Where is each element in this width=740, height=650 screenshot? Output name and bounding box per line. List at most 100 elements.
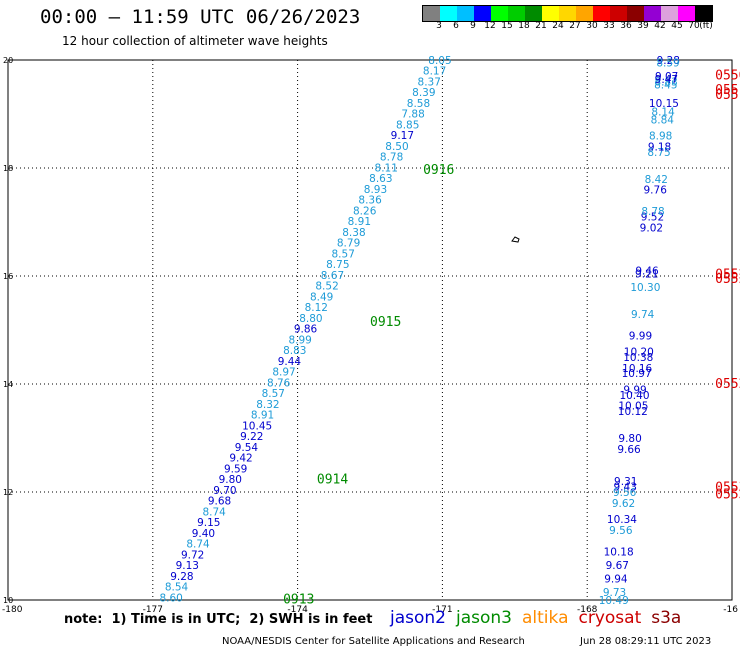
swh-value-label: 9.28 xyxy=(170,571,193,583)
swh-value-label: 9.94 xyxy=(604,573,628,585)
x-tick-label: -174 xyxy=(287,605,308,615)
cryosat-time-label: 0553 xyxy=(715,488,740,503)
colorbar-swatch xyxy=(491,6,508,21)
swh-value-label: 9.42 xyxy=(229,453,252,465)
swh-value-label: 9.02 xyxy=(640,222,663,234)
cryosat-time-label: 0551 xyxy=(715,83,740,98)
x-tick-label: -180 xyxy=(2,605,23,615)
swh-value-label: 9.54 xyxy=(235,442,259,454)
colorbar-swatch xyxy=(440,6,457,21)
swh-value-label: 9.46 xyxy=(635,266,659,278)
colorbar-swatch xyxy=(695,6,712,21)
swh-value-label: 8.83 xyxy=(654,77,677,89)
colorbar-swatch xyxy=(474,6,491,21)
colorbar-label: 45 xyxy=(671,21,683,31)
swh-value-label: 8.60 xyxy=(159,592,182,604)
swh-value-label: 8.05 xyxy=(428,55,451,67)
swh-value-label: 9.72 xyxy=(181,549,204,561)
colorbar-label: 70 xyxy=(688,21,700,31)
legend-item-altika: altika xyxy=(522,608,569,628)
swh-value-label: 8.59 xyxy=(656,58,679,70)
plot-frame xyxy=(7,59,733,601)
cryosat-time-label: 0551 xyxy=(715,88,740,103)
pass-time-label: 0913 xyxy=(283,592,314,607)
colorbar-swatch xyxy=(610,6,627,21)
swh-value-label: 9.74 xyxy=(631,309,655,321)
swh-value-label: 10.30 xyxy=(630,282,660,294)
swh-value-label: 8.97 xyxy=(272,367,295,379)
colorbar-label: 15 xyxy=(501,21,513,31)
colorbar-label: 30 xyxy=(586,21,598,31)
swh-value-label: 8.26 xyxy=(353,205,377,217)
swh-value-label: 8.67 xyxy=(321,270,344,282)
colorbar-label: 42 xyxy=(654,21,666,31)
swh-value-label: 8.50 xyxy=(385,141,408,153)
colorbar-swatch xyxy=(644,6,661,21)
swh-value-label: 10.38 xyxy=(623,352,653,364)
swh-value-label: 9.17 xyxy=(391,130,414,142)
swh-value-label: 9.31 xyxy=(614,476,637,488)
swh-value-label: 9.80 xyxy=(618,433,641,445)
swh-value-label: 10.16 xyxy=(622,363,652,375)
swh-value-label: 8.83 xyxy=(283,345,306,357)
colorbar-label: 9 xyxy=(470,21,476,31)
swh-value-label: 8.79 xyxy=(337,238,360,250)
legend-item-s3a: s3a xyxy=(651,608,682,628)
swh-value-label: 8.74 xyxy=(186,539,210,551)
colorbar-label: 39 xyxy=(637,21,649,31)
units-note: note: 1) Time is in UTC; 2) SWH is in fe… xyxy=(64,612,373,627)
y-tick-label: 12 xyxy=(3,488,13,497)
y-tick-label: 18 xyxy=(3,164,13,173)
swh-value-label: 10.15 xyxy=(649,98,679,110)
colorbar-swatch xyxy=(661,6,678,21)
swh-value-label: 8.98 xyxy=(649,131,672,143)
swh-value-label: 9.59 xyxy=(224,463,247,475)
swh-value-label: 8.74 xyxy=(202,506,226,518)
y-tick-label: 16 xyxy=(3,272,13,281)
swh-value-label: 8.57 xyxy=(332,248,355,260)
swh-value-label: 10.49 xyxy=(599,595,629,607)
swh-value-label: 9.18 xyxy=(648,141,671,153)
swh-value-label: 9.22 xyxy=(240,431,263,443)
swh-value-label: 8.75 xyxy=(326,259,349,271)
colorbar-swatch xyxy=(627,6,644,21)
cryosat-time-label: 0552 xyxy=(715,377,740,392)
swh-value-label: 8.38 xyxy=(342,227,365,239)
swh-value-label: 8.45 xyxy=(654,79,677,91)
colorbar-label: 36 xyxy=(620,21,632,31)
x-tick-label: -16 xyxy=(723,605,738,615)
swh-value-label: 9.40 xyxy=(192,528,215,540)
colorbar-swatch xyxy=(559,6,576,21)
swh-value-label: 8.32 xyxy=(256,399,279,411)
swh-value-label: 8.63 xyxy=(369,173,392,185)
swh-value-label: 9.76 xyxy=(644,185,668,197)
swh-value-label: 8.42 xyxy=(645,174,668,186)
swh-value-label: 9.15 xyxy=(197,517,220,529)
swh-value-label: 10.20 xyxy=(624,347,654,359)
swh-value-label: 8.39 xyxy=(412,87,435,99)
swh-value-label: 8.84 xyxy=(651,114,675,126)
pass-time-label: 0916 xyxy=(423,163,454,178)
swh-value-label: 10.34 xyxy=(607,514,637,526)
swh-value-label: 9.67 xyxy=(606,560,629,572)
colorbar-swatch xyxy=(542,6,559,21)
chart-subtitle: 12 hour collection of altimeter wave hei… xyxy=(62,34,328,48)
cryosat-time-label: 0552 xyxy=(715,272,740,287)
colorbar-label: 12 xyxy=(484,21,496,31)
swh-value-label: 8.75 xyxy=(647,147,670,159)
colorbar-swatch xyxy=(576,6,593,21)
swh-value-label: 9.70 xyxy=(213,485,236,497)
swh-value-label: 9.07 xyxy=(655,71,678,83)
pass-time-label: 0915 xyxy=(370,315,401,330)
swh-value-label: 9.52 xyxy=(641,212,664,224)
colorbar-label: 18 xyxy=(518,21,530,31)
colorbar-label: 21 xyxy=(535,21,547,31)
swh-value-label: 8.80 xyxy=(299,313,322,325)
swh-value-label: 10.97 xyxy=(622,368,652,380)
swh-value-label: 8.91 xyxy=(348,216,371,228)
x-tick-label: -168 xyxy=(577,605,598,615)
swh-value-label: 9.99 xyxy=(623,384,646,396)
satellite-legend: jason2 jason3 altika cryosat s3a xyxy=(390,608,691,628)
swh-value-label: 9.62 xyxy=(612,498,635,510)
